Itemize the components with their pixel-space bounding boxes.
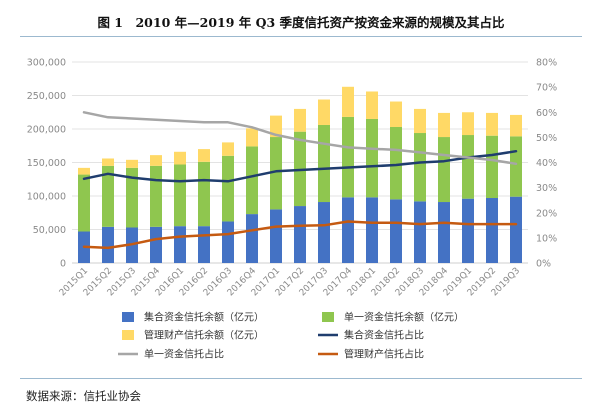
left-axis-tick-label: 200,000 — [27, 125, 66, 136]
bar-segment-3 — [390, 101, 402, 127]
bar-segment-1 — [102, 226, 114, 263]
bar-segment-1 — [270, 209, 282, 263]
right-axis-tick-label: 50% — [536, 133, 557, 144]
data-source-note: 数据来源：信托业协会 — [26, 389, 141, 403]
bar-segment-3 — [222, 142, 234, 156]
right-axis-tick-label: 60% — [536, 108, 557, 119]
right-axis-tick-label: 10% — [536, 233, 557, 244]
bar-segment-1 — [198, 226, 210, 263]
bar-segment-1 — [318, 202, 330, 263]
bar-segment-1 — [294, 206, 306, 263]
legend-swatch — [122, 330, 134, 340]
series-line-3 — [82, 220, 518, 250]
bar-segment-1 — [486, 198, 498, 263]
series-line-1 — [82, 149, 518, 183]
bar-segment-2 — [414, 133, 426, 202]
bottom-rule — [20, 378, 582, 379]
bar-segment-2 — [270, 137, 282, 210]
bar-segment-2 — [510, 136, 522, 197]
bar-segment-2 — [78, 174, 90, 232]
bar-segment-2 — [366, 118, 378, 198]
bar-segment-1 — [462, 198, 474, 263]
bar-segment-1 — [414, 201, 426, 263]
bar-segment-3 — [462, 112, 474, 136]
left-axis-tick-label: 150,000 — [27, 158, 66, 169]
bar-segment-2 — [102, 165, 114, 227]
right-axis-tick-label: 70% — [536, 83, 557, 94]
bar-segment-2 — [150, 165, 162, 227]
chart-title: 图 1 2010 年—2019 年 Q3 季度信托资产按资金来源的规模及其占比 — [97, 15, 505, 30]
legend-label: 管理财产信托余额（亿元） — [144, 329, 264, 342]
bar-segment-3 — [198, 149, 210, 162]
bar-segment-3 — [78, 167, 90, 175]
bar-segment-3 — [342, 86, 354, 117]
left-axis-tick-label: 100,000 — [27, 192, 66, 203]
bar-segment-1 — [246, 214, 258, 263]
bar-segment-2 — [342, 116, 354, 198]
bar-segment-2 — [390, 126, 402, 200]
bar-segment-2 — [462, 135, 474, 199]
bar-segment-3 — [126, 159, 138, 168]
legend-label: 集合资金信托占比 — [344, 329, 424, 342]
left-axis-tick-label: 0 — [60, 259, 66, 270]
bar-segment-1 — [438, 202, 450, 263]
bar-segment-3 — [270, 115, 282, 138]
bar-segment-2 — [222, 155, 234, 222]
legend-label: 集合资金信托余额（亿元） — [144, 311, 264, 324]
bar-segment-2 — [174, 164, 186, 227]
bar-segment-3 — [174, 151, 186, 165]
bar-segment-1 — [342, 197, 354, 263]
legend-swatch — [122, 312, 134, 322]
bar-segment-2 — [198, 161, 210, 227]
bar-segment-3 — [438, 112, 450, 138]
left-axis-tick-label: 300,000 — [27, 58, 66, 69]
top-rule — [20, 36, 582, 37]
right-axis-tick-label: 20% — [536, 208, 557, 219]
bar-segment-3 — [486, 112, 498, 136]
bar-segment-1 — [150, 226, 162, 263]
bar-segment-3 — [294, 108, 306, 132]
bar-segment-1 — [222, 221, 234, 263]
bar-segment-2 — [126, 167, 138, 228]
legend-label: 管理财产信托占比 — [344, 348, 424, 361]
bar-segment-2 — [438, 137, 450, 203]
bar-segment-3 — [150, 155, 162, 166]
bar-segment-2 — [486, 135, 498, 199]
bar-segment-1 — [390, 199, 402, 263]
bar-segment-3 — [102, 158, 114, 166]
left-axis-tick-label: 50,000 — [33, 225, 66, 236]
bar-segment-1 — [174, 226, 186, 263]
bar-segment-3 — [366, 91, 378, 119]
legend-swatch — [322, 312, 334, 322]
right-axis-tick-label: 30% — [536, 183, 557, 194]
bar-segment-3 — [414, 108, 426, 134]
series-line-2 — [82, 111, 518, 166]
bar-segment-1 — [510, 196, 522, 263]
right-axis-tick-label: 0% — [536, 259, 551, 270]
bar-segment-3 — [510, 114, 522, 137]
right-axis-tick-label: 40% — [536, 158, 557, 169]
bar-segment-2 — [318, 124, 330, 203]
bar-segment-1 — [366, 197, 378, 263]
legend-label: 单一资金信托占比 — [144, 348, 224, 361]
bar-segment-3 — [246, 128, 258, 147]
bar-segment-3 — [318, 99, 330, 125]
bar-segment-2 — [246, 146, 258, 215]
left-axis-tick-label: 250,000 — [27, 91, 66, 102]
legend-label: 单一资金信托余额（亿元） — [344, 311, 464, 324]
right-axis-tick-label: 80% — [536, 58, 557, 69]
